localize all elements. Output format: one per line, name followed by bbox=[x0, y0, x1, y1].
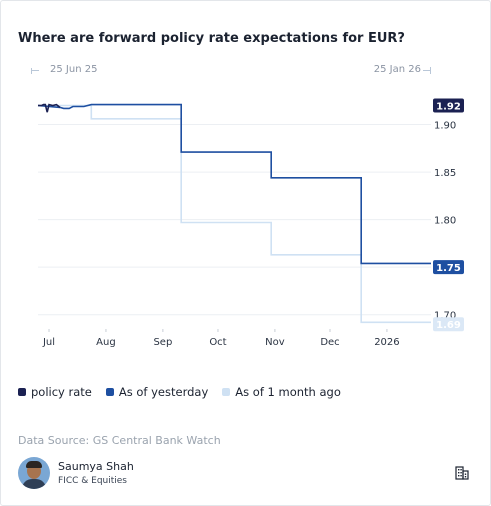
author-name[interactable]: Saumya Shah bbox=[58, 460, 134, 473]
x-tick-label: Nov bbox=[265, 337, 285, 348]
legend: policy rate As of yesterday As of 1 mont… bbox=[18, 385, 341, 399]
end-label-badge: 1.69 bbox=[433, 317, 464, 332]
legend-swatch bbox=[18, 388, 26, 396]
x-tick-label: Oct bbox=[209, 337, 226, 348]
line-chart: 1.70 1.75 1.80 1.85 1.90 Jul Aug Sep Oct Nov Dec 2… bbox=[37, 98, 464, 348]
end-label-text: 1.92 bbox=[436, 102, 461, 113]
y-tick-label: 1.90 bbox=[434, 121, 456, 132]
legend-item-as-of-yesterday[interactable]: As of yesterday bbox=[105, 385, 209, 399]
x-tick-label: Aug bbox=[96, 337, 116, 348]
y-axis: 1.701.751.801.851.90 bbox=[434, 121, 456, 322]
legend-item-as-of-1-month-ago[interactable]: As of 1 month ago bbox=[222, 385, 341, 399]
date-range-selector[interactable]: 25 Jun 25 25 Jan 26 bbox=[31, 62, 433, 78]
avatar[interactable] bbox=[18, 457, 50, 489]
x-tick-label: 2026 bbox=[374, 337, 399, 348]
legend-item-policy-rate[interactable]: policy rate bbox=[18, 385, 92, 399]
series-line-as-of-yesterday[interactable] bbox=[37, 103, 431, 265]
range-end-line bbox=[423, 70, 431, 71]
chart-title: Where are forward policy rate expectatio… bbox=[18, 31, 405, 46]
legend-label: As of 1 month ago bbox=[235, 385, 341, 399]
range-end-label: 25 Jan 26 bbox=[373, 64, 421, 75]
data-source: Data Source: GS Central Bank Watch bbox=[18, 434, 221, 447]
end-labels: 1.92 1.75 1.69 bbox=[433, 98, 464, 332]
y-tick-label: 1.70 bbox=[434, 311, 456, 322]
x-axis: Jul Aug Sep Oct Nov Dec 2026 bbox=[42, 329, 400, 348]
range-end-handle[interactable] bbox=[430, 67, 431, 74]
end-label-badge: 1.92 bbox=[433, 98, 464, 113]
range-start-line bbox=[31, 70, 39, 71]
legend-swatch bbox=[222, 388, 231, 396]
x-tick-label: Dec bbox=[320, 337, 339, 348]
end-label-text: 1.75 bbox=[436, 263, 461, 274]
legend-label: As of yesterday bbox=[118, 385, 209, 399]
legend-label: policy rate bbox=[31, 385, 92, 399]
series-line-as-of-1-month-ago[interactable] bbox=[38, 104, 431, 324]
grid bbox=[38, 124, 431, 316]
end-label-text: 1.69 bbox=[436, 320, 461, 331]
series-line-policy-rate[interactable] bbox=[38, 103, 61, 113]
range-start-label: 25 Jun 25 bbox=[50, 64, 98, 75]
series-layer bbox=[37, 103, 431, 324]
legend-swatch bbox=[105, 388, 114, 396]
author-block: Saumya Shah FICC & Equities bbox=[18, 457, 134, 489]
y-tick-label: 1.85 bbox=[434, 168, 456, 179]
x-tick-label: Jul bbox=[42, 337, 55, 348]
end-label-badge: 1.75 bbox=[433, 260, 464, 275]
building-icon[interactable] bbox=[455, 466, 469, 480]
range-start-handle[interactable] bbox=[31, 68, 32, 74]
y-tick-label: 1.80 bbox=[434, 216, 456, 227]
x-tick-label: Sep bbox=[153, 337, 172, 348]
author-department: FICC & Equities bbox=[58, 476, 127, 486]
